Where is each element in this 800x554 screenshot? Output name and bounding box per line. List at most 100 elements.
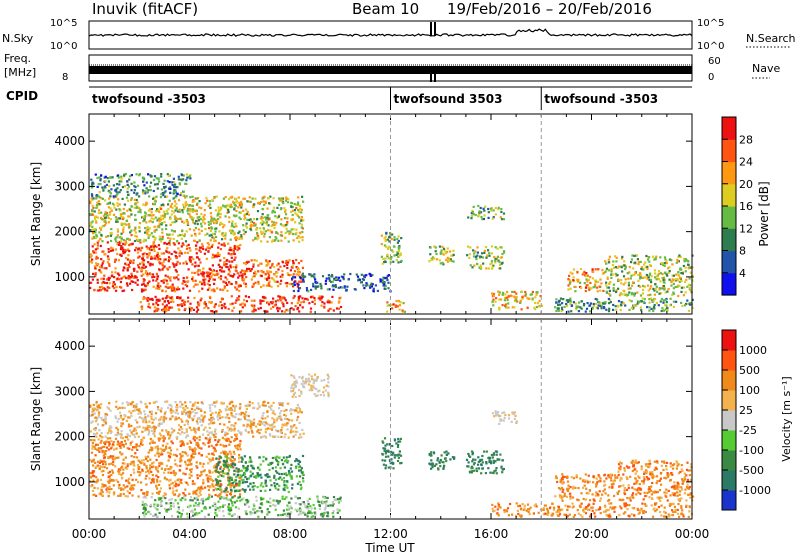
scatter-pixel [129,276,132,279]
scatter-pixel [136,426,139,429]
scatter-pixel [208,301,211,304]
scatter-pixel [182,208,185,211]
scatter-pixel [449,258,452,261]
scatter-pixel [186,459,190,462]
scatter-pixel [93,228,96,231]
scatter-pixel [123,185,126,188]
scatter-pixel [264,200,267,203]
scatter-pixel [120,473,123,476]
scatter-pixel [164,258,167,261]
scatter-pixel [89,286,92,290]
scatter-pixel [586,284,589,287]
scatter-pixel [209,239,212,242]
scatter-pixel [196,477,199,480]
scatter-pixel [131,243,134,246]
scatter-pixel [212,288,215,291]
scatter-pixel [688,288,691,291]
scatter-pixel [297,406,301,409]
scatter-pixel [176,436,179,439]
scatter-pixel [320,304,323,307]
scatter-pixel [278,295,282,298]
scatter-pixel [165,464,168,467]
scatter-pixel [100,485,104,488]
y-tick-label: 1000 [54,270,85,284]
scatter-pixel [291,265,294,268]
scatter-pixel [168,186,171,189]
scatter-pixel [259,306,262,310]
scatter-pixel [233,207,236,210]
scatter-pixel [163,416,166,419]
scatter-pixel [118,180,121,183]
scatter-pixel [128,244,131,247]
scatter-pixel [168,286,171,289]
scatter-pixel [152,189,155,193]
scatter-pixel [298,310,301,313]
scatter-pixel [132,468,135,471]
scatter-pixel [233,452,236,456]
scatter-pixel [598,301,601,304]
scatter-pixel [580,307,583,310]
scatter-pixel [332,288,335,291]
scatter-pixel [140,481,143,484]
scatter-pixel [208,426,211,430]
scatter-pixel [101,466,104,469]
scatter-pixel [211,416,214,419]
scatter-pixel [158,180,161,183]
scatter-pixel [660,309,663,313]
scatter-pixel [134,249,137,252]
scatter-pixel [297,283,300,286]
scatter-pixel [313,302,316,305]
scatter-pixel [100,197,103,200]
scatter-pixel [555,301,558,304]
scatter-pixel [107,206,110,209]
scatter-pixel [193,482,196,485]
scatter-pixel [173,200,176,203]
scatter-pixel [260,476,263,479]
scatter-pixel [271,412,274,415]
scatter-pixel [213,306,216,309]
scatter-pixel [160,240,163,243]
scatter-pixel [206,246,209,249]
scatter-pixel [110,232,114,235]
scatter-pixel [490,209,493,212]
scatter-pixel [162,281,165,284]
scatter-pixel [256,210,260,213]
scatter-pixel [91,470,94,473]
scatter-pixel [203,252,206,255]
scatter-pixel [386,238,389,241]
scatter-pixel [156,183,159,186]
scatter-pixel [635,254,638,257]
scatter-pixel [130,272,133,275]
scatter-pixel [265,260,268,263]
scatter-pixel [275,458,278,461]
scatter-pixel [157,208,160,211]
scatter-pixel [124,466,127,469]
scatter-pixel [165,478,168,481]
scatter-pixel [144,429,147,432]
cpid-segment-label: twofsound -3503 [544,92,658,106]
scatter-pixel [267,302,270,305]
scatter-pixel [648,260,651,263]
scatter-pixel [446,247,449,250]
scatter-pixel [212,465,215,468]
scatter-pixel [585,272,588,275]
scatter-pixel [298,436,301,439]
scatter-pixel [150,257,153,260]
nsky-trace [88,28,693,37]
scatter-pixel [167,208,170,211]
scatter-pixel [114,216,118,219]
scatter-pixel [123,251,127,254]
scatter-pixel [691,306,694,309]
scatter-pixel [229,238,232,241]
scatter-pixel [286,217,289,220]
scatter-pixel [210,227,213,230]
scatter-pixel [600,307,603,310]
scatter-pixel [227,210,230,214]
scatter-pixel [129,261,132,264]
scatter-pixel [363,276,366,279]
scatter-pixel [230,295,233,298]
scatter-pixel [147,227,150,230]
scatter-pixel [648,256,651,259]
scatter-pixel [142,492,146,495]
scatter-pixel [167,468,170,471]
